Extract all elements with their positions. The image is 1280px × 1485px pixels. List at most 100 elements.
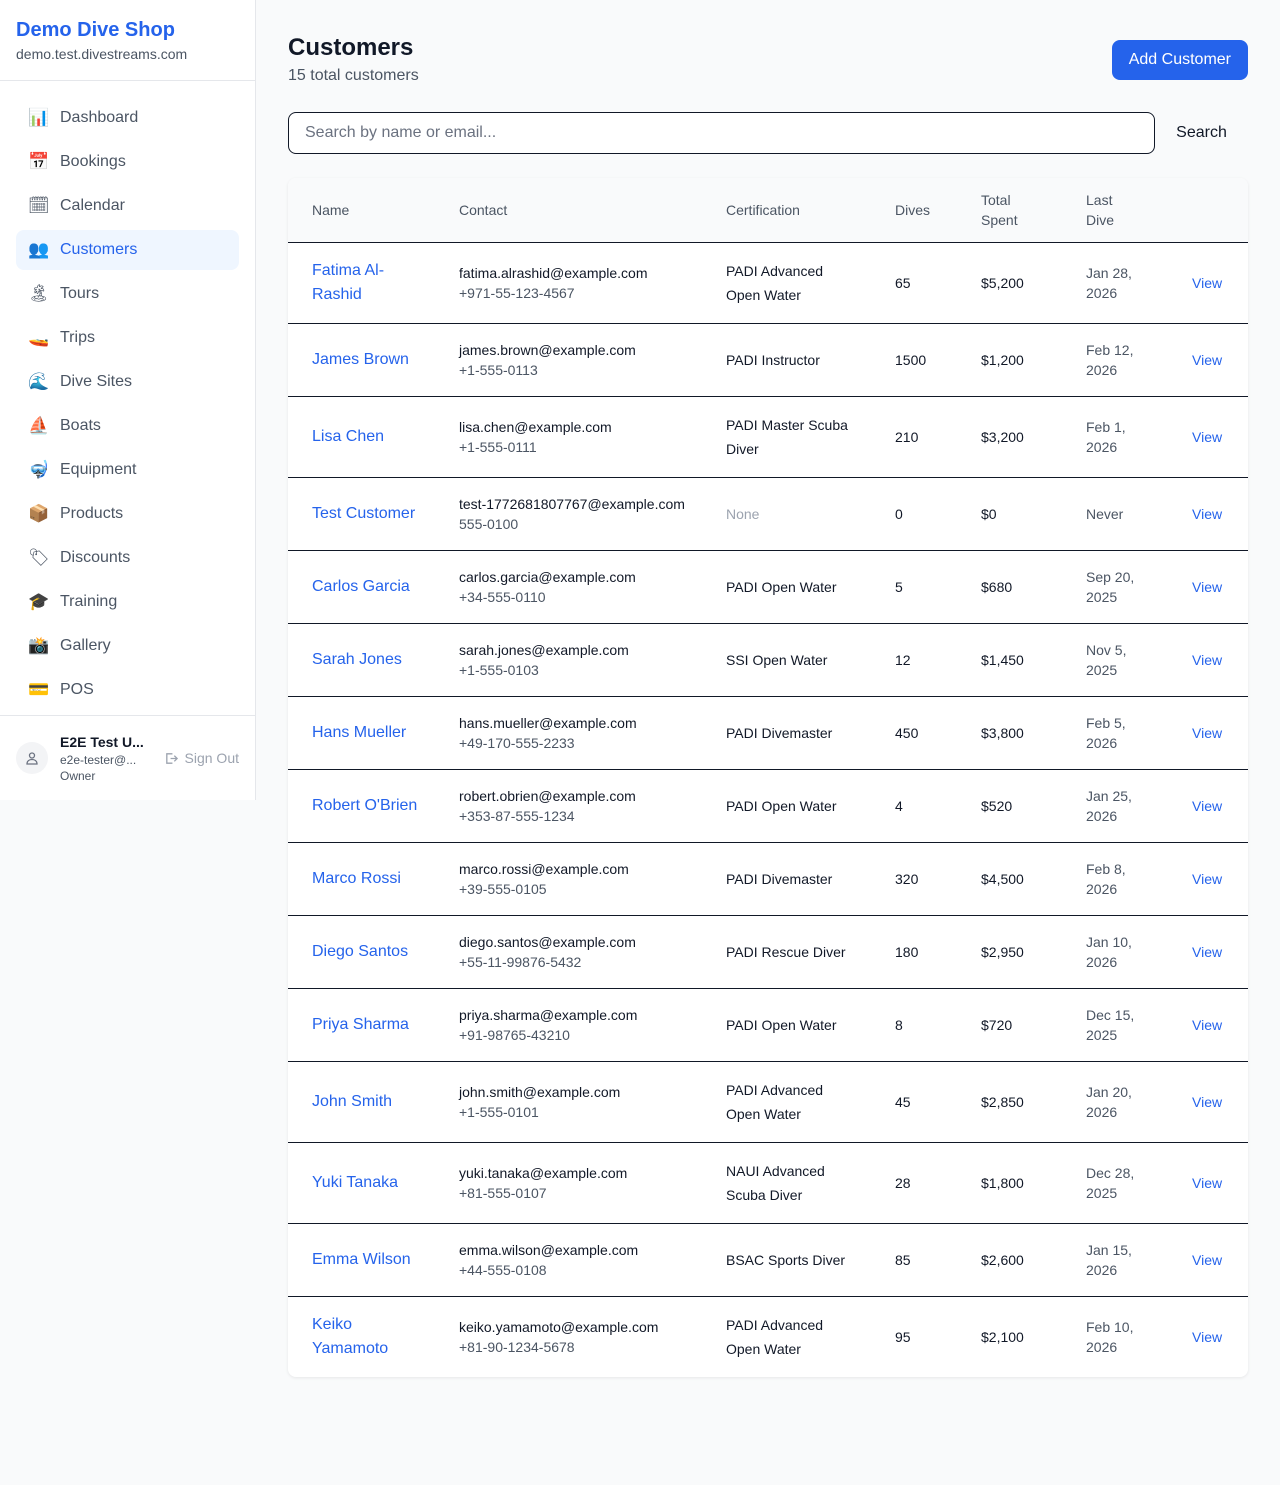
last-dive: Sep 20, 2025	[1086, 569, 1135, 605]
sidebar-item-trips[interactable]: 🚤 Trips	[16, 318, 239, 358]
customer-name-link[interactable]: James Brown	[312, 351, 409, 368]
view-customer-link[interactable]: View	[1192, 1329, 1223, 1345]
brand: Demo Dive Shop demo.test.divestreams.com	[0, 0, 255, 81]
graduation-cap-icon: 🎓	[28, 592, 50, 612]
dives-count: 65	[871, 242, 957, 324]
view-customer-link[interactable]: View	[1192, 579, 1223, 595]
certification: None	[726, 506, 760, 522]
column-header-certification: Certification	[702, 178, 871, 243]
view-customer-link[interactable]: View	[1192, 652, 1223, 668]
customer-count: 15 total customers	[288, 67, 419, 84]
sidebar-item-tours[interactable]: 🏝 Tours	[16, 274, 239, 314]
last-dive: Dec 28, 2025	[1086, 1165, 1135, 1201]
customer-name-link[interactable]: John Smith	[312, 1093, 393, 1110]
last-dive: Jan 25, 2026	[1086, 788, 1132, 824]
last-dive: Feb 8, 2026	[1086, 861, 1126, 897]
table-row: Robert O'Brien robert.obrien@example.com…	[288, 769, 1248, 843]
sidebar-item-dashboard[interactable]: 📊 Dashboard	[16, 98, 239, 138]
sidebar-item-label: Trips	[60, 329, 95, 346]
customer-name-link[interactable]: Priya Sharma	[312, 1016, 409, 1033]
customer-name-link[interactable]: Lisa Chen	[312, 428, 385, 445]
sidebar-item-equipment[interactable]: 🤿 Equipment	[16, 450, 239, 490]
table-row: Diego Santos diego.santos@example.com +55…	[288, 915, 1248, 989]
certification: NAUI Advanced Scuba Diver	[726, 1163, 825, 1203]
table-row: Hans Mueller hans.mueller@example.com +49…	[288, 696, 1248, 770]
view-customer-link[interactable]: View	[1192, 1017, 1223, 1033]
sidebar-item-label: Equipment	[60, 461, 137, 478]
last-dive: Jan 28, 2026	[1086, 265, 1132, 301]
shop-domain: demo.test.divestreams.com	[16, 46, 188, 62]
people-icon: 👥	[28, 240, 50, 260]
sidebar-item-customers[interactable]: 👥 Customers	[16, 230, 239, 270]
view-customer-link[interactable]: View	[1192, 944, 1223, 960]
column-header-last-dive: Last Dive	[1062, 178, 1168, 243]
view-customer-link[interactable]: View	[1192, 798, 1223, 814]
sidebar-item-discounts[interactable]: 🏷 Discounts	[16, 538, 239, 578]
sidebar-item-label: Gallery	[60, 637, 111, 654]
sidebar-item-pos[interactable]: 💳 POS	[16, 670, 239, 710]
view-customer-link[interactable]: View	[1192, 1094, 1223, 1110]
search-button[interactable]: Search	[1155, 124, 1248, 142]
sidebar-item-calendar[interactable]: 🗓 Calendar	[16, 186, 239, 226]
sidebar-item-gallery[interactable]: 📸 Gallery	[16, 626, 239, 666]
customer-email: emma.wilson@example.com	[459, 1242, 639, 1258]
customer-name-link[interactable]: Yuki Tanaka	[312, 1174, 398, 1191]
customer-name-link[interactable]: Carlos Garcia	[312, 578, 410, 595]
user-role: Owner	[60, 769, 96, 783]
customer-name-link[interactable]: Diego Santos	[312, 943, 409, 960]
view-customer-link[interactable]: View	[1192, 1252, 1223, 1268]
customer-name-link[interactable]: Keiko Yamamoto	[312, 1316, 389, 1357]
sidebar-item-label: Boats	[60, 417, 101, 434]
total-spent: $2,950	[957, 915, 1062, 989]
sidebar-item-boats[interactable]: ⛵ Boats	[16, 406, 239, 446]
view-customer-link[interactable]: View	[1192, 275, 1223, 291]
view-customer-link[interactable]: View	[1192, 725, 1223, 741]
sidebar-item-label: Products	[60, 505, 124, 522]
total-spent: $680	[957, 550, 1062, 624]
table-row: Marco Rossi marco.rossi@example.com +39-5…	[288, 842, 1248, 916]
user-email: e2e-tester@...	[60, 753, 137, 767]
customer-phone: +81-90-1234-5678	[459, 1339, 575, 1355]
customer-name-link[interactable]: Test Customer	[312, 505, 416, 522]
total-spent: $720	[957, 988, 1062, 1062]
total-spent: $5,200	[957, 242, 1062, 324]
customer-email: sarah.jones@example.com	[459, 642, 629, 658]
last-dive: Never	[1086, 506, 1124, 522]
sign-out-button[interactable]: Sign Out	[164, 750, 239, 766]
shop-name[interactable]: Demo Dive Shop	[16, 19, 175, 41]
sidebar-item-products[interactable]: 📦 Products	[16, 494, 239, 534]
add-customer-button[interactable]: Add Customer	[1111, 40, 1248, 80]
customer-name-link[interactable]: Emma Wilson	[312, 1251, 411, 1268]
sidebar-item-dive-sites[interactable]: 🌊 Dive Sites	[16, 362, 239, 402]
certification: PADI Rescue Diver	[726, 944, 846, 960]
view-customer-link[interactable]: View	[1192, 506, 1223, 522]
dives-count: 0	[871, 477, 957, 551]
sidebar-item-training[interactable]: 🎓 Training	[16, 582, 239, 622]
view-customer-link[interactable]: View	[1192, 352, 1223, 368]
view-customer-link[interactable]: View	[1192, 871, 1223, 887]
dives-count: 4	[871, 769, 957, 843]
customers-table: Name Contact Certification Dives Total Spent…	[288, 178, 1248, 1377]
total-spent: $4,500	[957, 842, 1062, 916]
customer-name-link[interactable]: Sarah Jones	[312, 651, 402, 668]
credit-card-icon: 💳	[28, 680, 50, 700]
last-dive: Feb 5, 2026	[1086, 715, 1126, 751]
customer-name-link[interactable]: Marco Rossi	[312, 870, 401, 887]
view-customer-link[interactable]: View	[1192, 429, 1223, 445]
sidebar-item-bookings[interactable]: 📅 Bookings	[16, 142, 239, 182]
customer-email: robert.obrien@example.com	[459, 788, 636, 804]
dives-count: 1500	[871, 323, 957, 397]
table-row: John Smith john.smith@example.com +1-555-…	[288, 1061, 1248, 1143]
wave-icon: 🌊	[28, 372, 50, 392]
customer-email: priya.sharma@example.com	[459, 1007, 638, 1023]
customer-name-link[interactable]: Hans Mueller	[312, 724, 407, 741]
table-row: Carlos Garcia carlos.garcia@example.com +…	[288, 550, 1248, 624]
sidebar-item-label: Dive Sites	[60, 373, 133, 390]
customer-name-link[interactable]: Robert O'Brien	[312, 797, 418, 814]
customer-phone: +49-170-555-2233	[459, 735, 575, 751]
customer-phone: +91-98765-43210	[459, 1027, 570, 1043]
view-customer-link[interactable]: View	[1192, 1175, 1223, 1191]
search-input[interactable]	[288, 112, 1155, 154]
customer-name-link[interactable]: Fatima Al-Rashid	[312, 262, 385, 303]
sidebar-nav: 📊 Dashboard 📅 Bookings 🗓 Calendar 👥 Customers 🏝 T…	[0, 81, 255, 710]
